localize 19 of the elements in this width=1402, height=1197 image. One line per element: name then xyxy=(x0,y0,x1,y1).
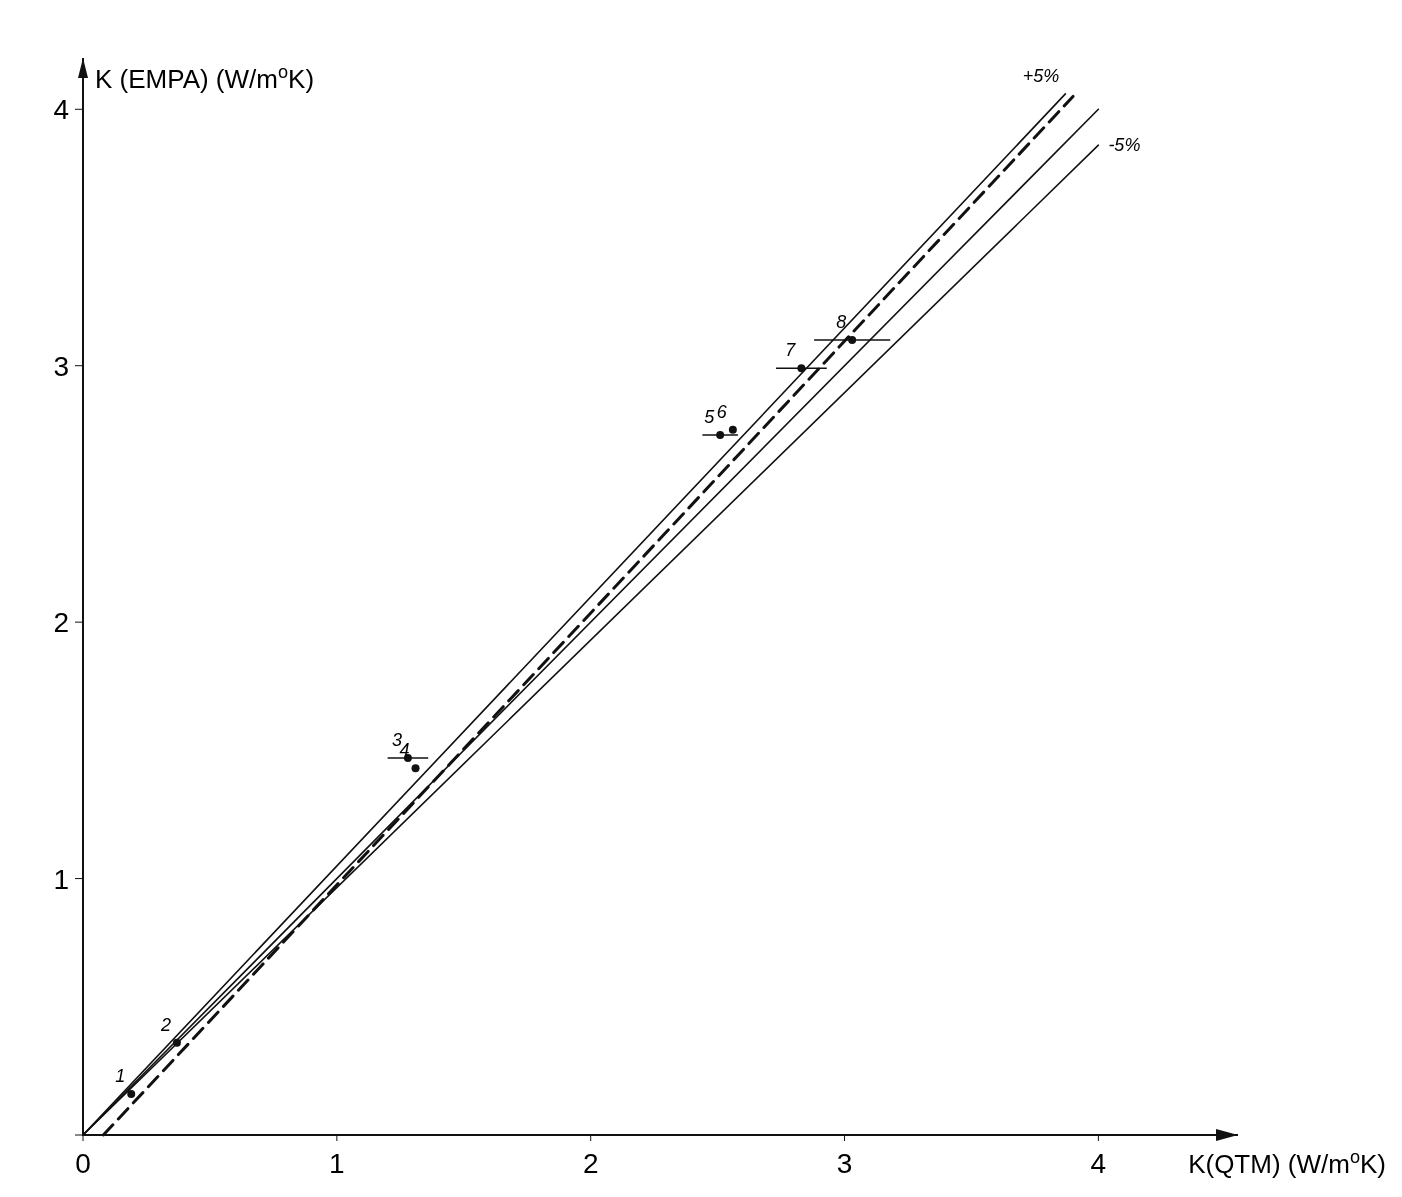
y-tick-label: 3 xyxy=(53,350,69,382)
x-tick-label: 1 xyxy=(329,1148,345,1179)
y-tick-label: 1 xyxy=(53,863,69,895)
annotation: 5 xyxy=(704,406,716,427)
x-tick-label: 3 xyxy=(836,1148,853,1179)
x-tick-label: 0 xyxy=(75,1148,91,1179)
y-tick-label: 4 xyxy=(53,94,69,126)
annotation: 6 xyxy=(716,401,728,422)
annotation: 7 xyxy=(785,340,797,361)
x-axis-title: K(QTM) (W/m$^{o}$K) xyxy=(1188,1147,1386,1179)
annotation: 1 xyxy=(115,1065,126,1086)
y-axis-title: K (EMPA) (W/m$^{o}$K) xyxy=(95,62,315,94)
x-tick-label: 4 xyxy=(1090,1148,1107,1179)
annotation: 8 xyxy=(836,312,847,333)
annotation: 2 xyxy=(159,1014,171,1035)
annotation: +5% xyxy=(1022,65,1060,86)
x-tick-label: 2 xyxy=(582,1148,599,1179)
annotation: -5% xyxy=(1108,135,1141,156)
y-tick-label: 2 xyxy=(53,607,69,639)
